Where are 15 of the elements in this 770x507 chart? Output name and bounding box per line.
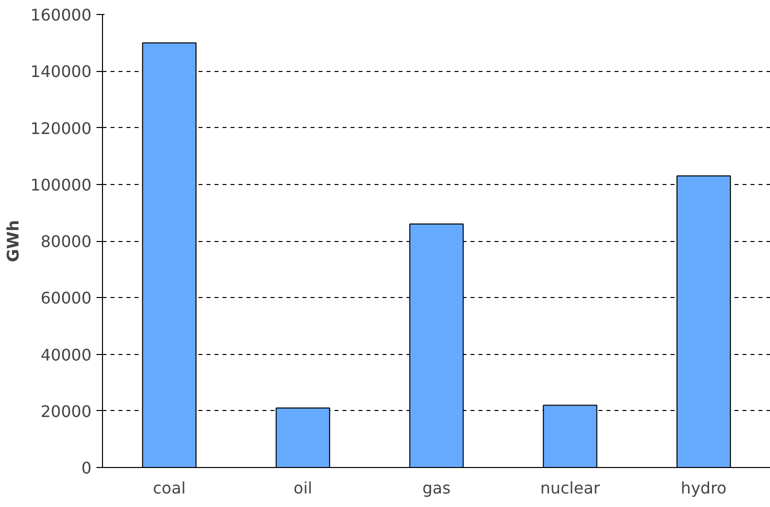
x-tick-label: coal: [152, 478, 186, 498]
y-tick-label: 20000: [40, 402, 92, 421]
y-tick-label: 140000: [30, 62, 92, 82]
y-tick-label: 80000: [40, 232, 92, 251]
x-tick-label: gas: [422, 478, 451, 498]
x-tick-label: hydro: [680, 478, 727, 498]
y-tick-label: 100000: [30, 175, 92, 194]
x-tick-label: oil: [294, 478, 312, 498]
y-tick-label: 40000: [40, 345, 92, 364]
y-tick-label: 160000: [30, 6, 92, 24]
y-tick-label: 120000: [30, 118, 92, 138]
y-tick-label: 60000: [40, 288, 92, 308]
x-tick-label: nuclear: [540, 478, 600, 498]
y-tick-label: 0: [81, 458, 92, 478]
y-axis-title: GWh: [3, 220, 22, 262]
